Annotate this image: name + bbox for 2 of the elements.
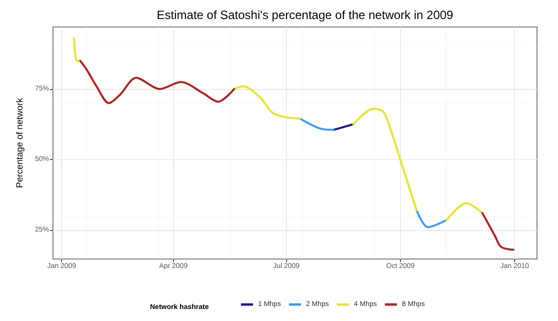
chart-title: Estimate of Satoshi's percentage of the network in 2009 xyxy=(156,8,454,22)
y-axis-title: Percentage of network xyxy=(14,97,25,188)
